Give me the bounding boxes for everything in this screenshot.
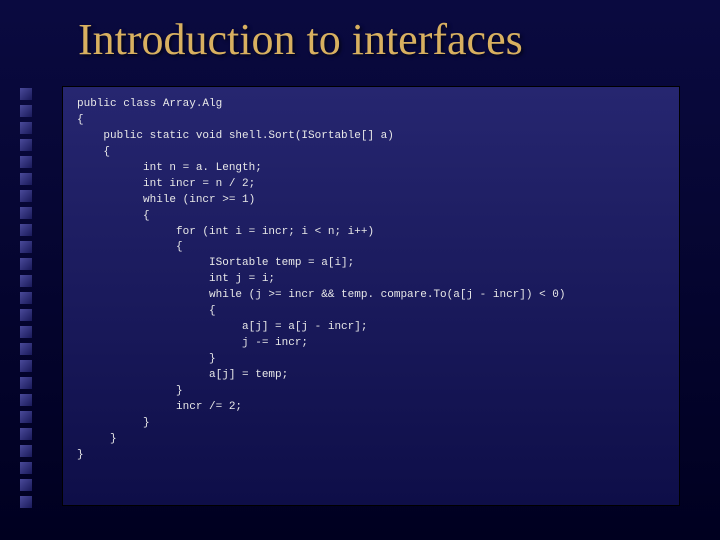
bullet-square bbox=[20, 224, 32, 236]
slide: Introduction to interfaces public class … bbox=[0, 0, 720, 540]
code-box: public class Array.Alg { public static v… bbox=[62, 86, 680, 506]
bullet-square bbox=[20, 496, 32, 508]
bullet-square bbox=[20, 156, 32, 168]
bullet-square bbox=[20, 343, 32, 355]
bullet-square bbox=[20, 462, 32, 474]
bullet-square bbox=[20, 139, 32, 151]
bullet-square bbox=[20, 173, 32, 185]
bullet-square bbox=[20, 122, 32, 134]
slide-title: Introduction to interfaces bbox=[78, 14, 523, 65]
bullet-square bbox=[20, 428, 32, 440]
bullet-square bbox=[20, 479, 32, 491]
bullet-square bbox=[20, 445, 32, 457]
code-block: public class Array.Alg { public static v… bbox=[77, 97, 665, 464]
bullet-square bbox=[20, 326, 32, 338]
bullet-square bbox=[20, 377, 32, 389]
bullet-square bbox=[20, 258, 32, 270]
bullet-column bbox=[20, 88, 54, 513]
bullet-square bbox=[20, 105, 32, 117]
bullet-square bbox=[20, 241, 32, 253]
bullet-square bbox=[20, 207, 32, 219]
bullet-square bbox=[20, 411, 32, 423]
bullet-square bbox=[20, 309, 32, 321]
bullet-square bbox=[20, 88, 32, 100]
bullet-square bbox=[20, 190, 32, 202]
bullet-square bbox=[20, 360, 32, 372]
bullet-square bbox=[20, 292, 32, 304]
bullet-square bbox=[20, 394, 32, 406]
bullet-square bbox=[20, 275, 32, 287]
